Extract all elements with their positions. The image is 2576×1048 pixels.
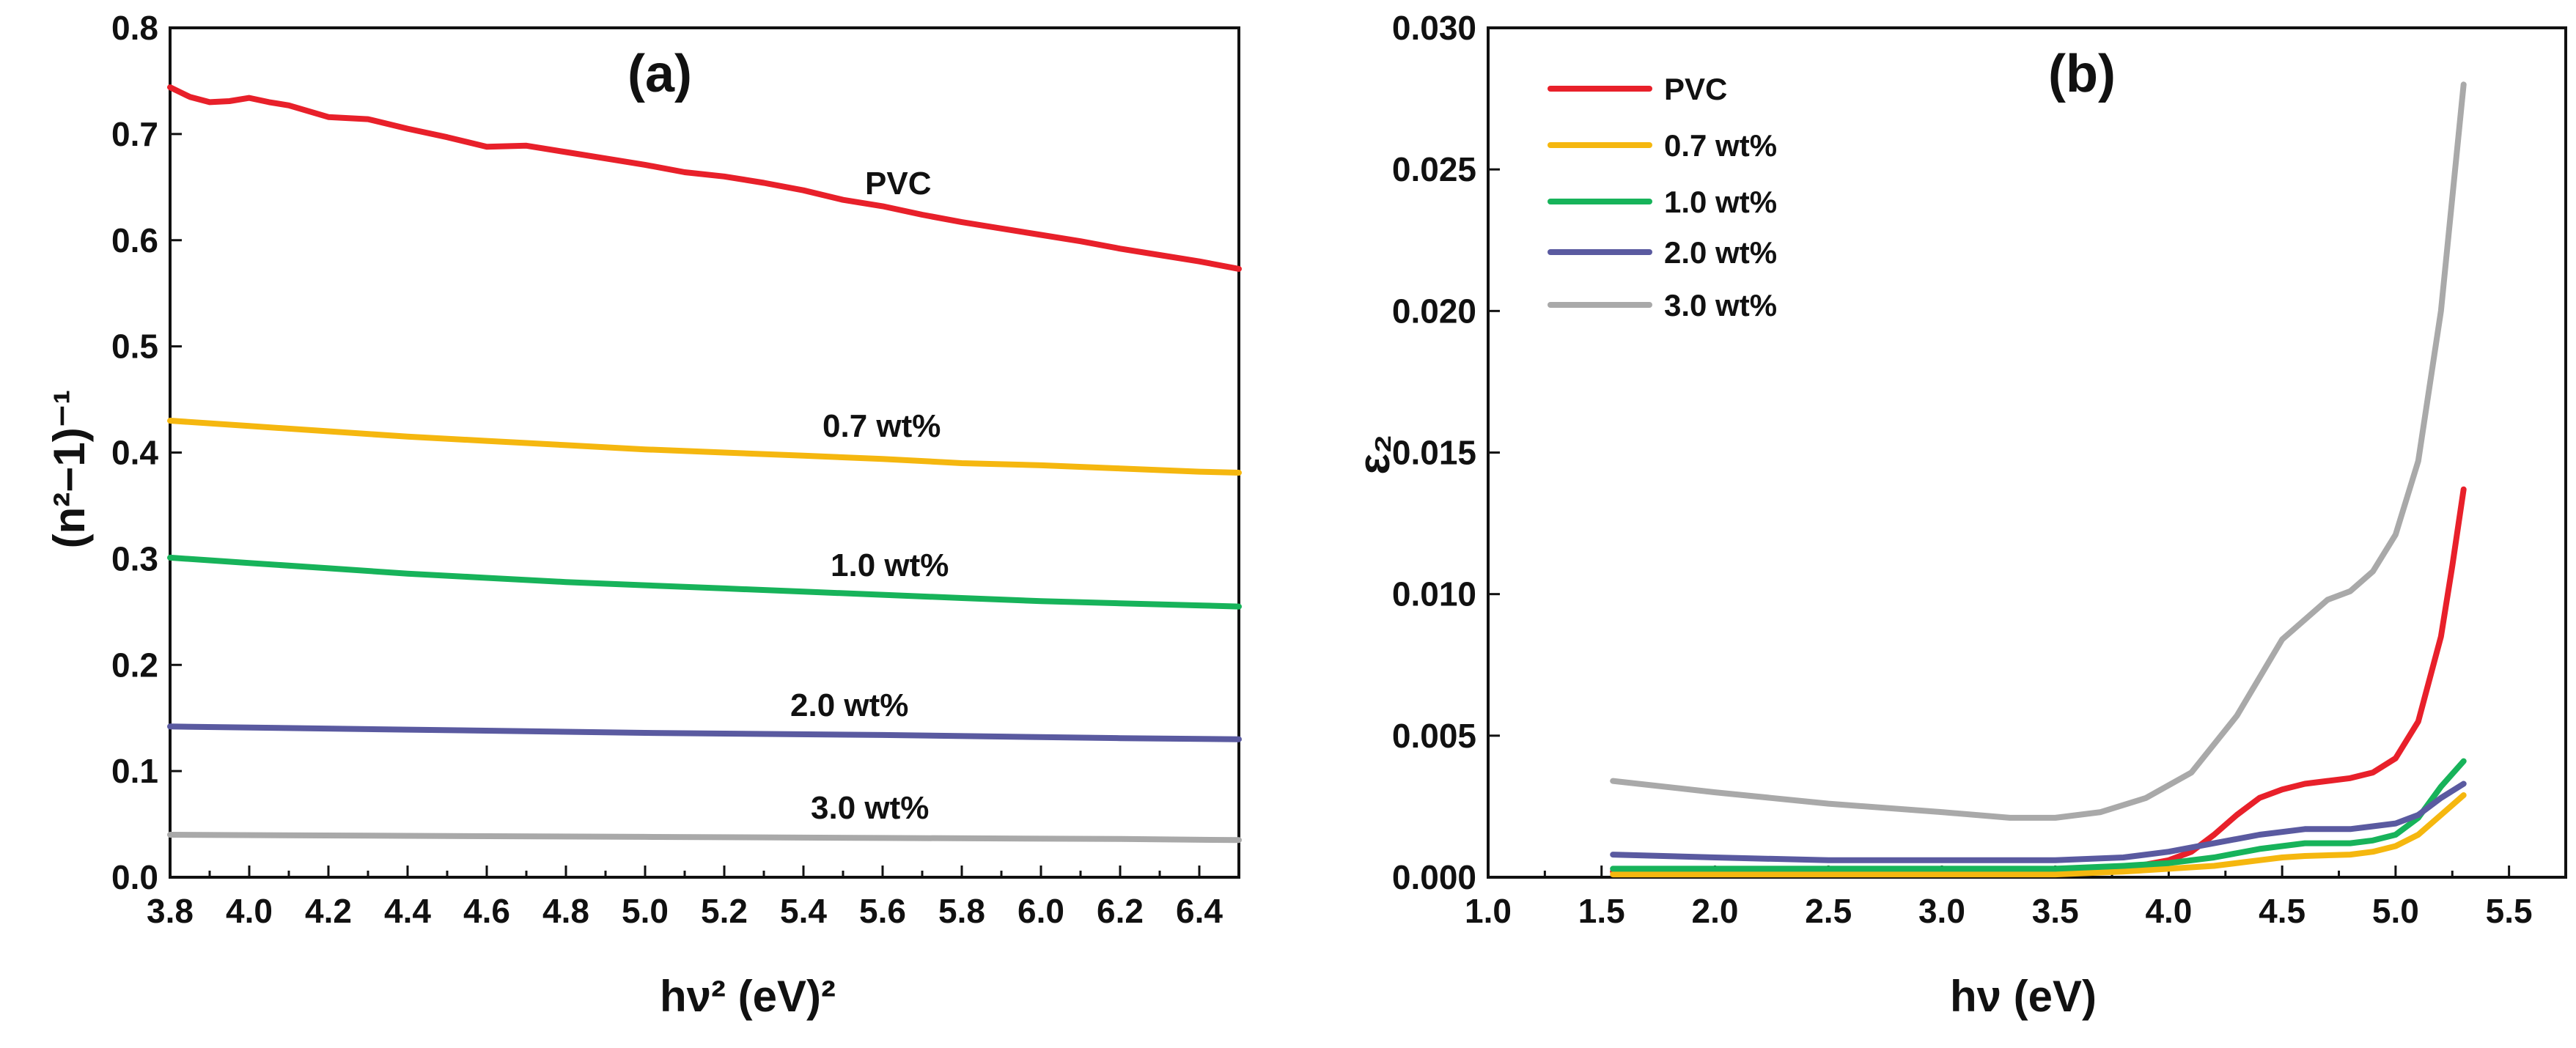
panel-a-chart: (a) 3.8 4.0 4.2 4.4 4.6 4.8 5.0 5.2 5.4 5.6 5.8 6.0… (45, 9, 1242, 1021)
panel-b-series (1610, 81, 2467, 878)
panel-b-series-1-0-wt (1610, 758, 2467, 872)
panel-b-x-tick-label: 2.5 (1805, 892, 1852, 930)
panel-a-x-tick-label: 6.0 (1017, 892, 1064, 930)
panel-a-y-axis-title: (n²−1)⁻¹ (45, 390, 94, 549)
panel-a-x-tick-label: 4.4 (384, 892, 431, 930)
legend-label-0-7wt: 0.7 wt% (1664, 128, 1777, 163)
panel-a-y-tick-label: 0.7 (111, 115, 158, 153)
panel-b-y-tick-label: 0.020 (1392, 292, 1476, 330)
panel-b-x-axis-title: hν (eV) (1950, 972, 2097, 1021)
panel-a-y-tick-label: 0.3 (111, 539, 158, 577)
panel-b-series-3-0-wt (1610, 81, 2467, 821)
panel-b-x-tick-label: 1.0 (1465, 892, 1512, 930)
panel-a-axes: 3.8 4.0 4.2 4.4 4.6 4.8 5.0 5.2 5.4 5.6 5.8 6.0 6.2 6… (111, 9, 1240, 930)
panel-b-x-tick-label: 3.5 (2032, 892, 2079, 930)
panel-b-y-tick-label: 0.005 (1392, 717, 1476, 755)
panel-b-y-tick-label: 0.015 (1392, 434, 1476, 472)
panel-b-x-tick-label: 2.0 (1691, 892, 1738, 930)
panel-a-x-tick-label: 5.6 (859, 892, 906, 930)
panel-a-x-tick-label: 4.6 (463, 892, 510, 930)
panel-b-y-tick-label: 0.000 (1392, 858, 1476, 896)
legend-label-3-0wt: 3.0 wt% (1664, 288, 1777, 322)
panel-a-series (167, 84, 1242, 844)
panel-b-y-tick-label: 0.025 (1392, 150, 1476, 188)
panel-b-label: (b) (2048, 45, 2116, 103)
panel-a-series-0-7-wt (167, 418, 1242, 476)
panel-b-x-tick-label: 3.0 (1918, 892, 1965, 930)
panel-a-annotation-3-0wt: 3.0 wt% (811, 790, 929, 826)
panel-b-y-axis-title: ε₂ (1350, 434, 1399, 474)
panel-b-x-tick-label: 4.5 (2259, 892, 2305, 930)
legend-label-1-0wt: 1.0 wt% (1664, 185, 1777, 219)
panel-a-x-tick-label: 4.0 (226, 892, 273, 930)
panel-a-x-tick-label: 5.2 (701, 892, 748, 930)
panel-a-x-tick-label: 3.8 (147, 892, 194, 930)
panel-a-series-1-0-wt (167, 554, 1242, 610)
panel-a-x-tick-label: 5.8 (938, 892, 985, 930)
panel-a-series-3-0-wt (167, 832, 1242, 844)
panel-a-y-tick-label: 0.0 (111, 858, 158, 896)
panel-b-axes: 1.0 1.5 2.0 2.5 3.0 3.5 4.0 4.5 5.0 5.5 0.000 0.005… (1392, 9, 2567, 930)
panel-a-annotation-pvc: PVC (865, 166, 931, 202)
panel-b-chart: (b) 1.0 1.5 2.0 2.5 3.0 3.5 4.0 4.5 5.0 5.5 0.000 0… (1350, 9, 2567, 1021)
panel-b-y-tick-label: 0.010 (1392, 575, 1476, 613)
panel-a-annotation-1-0wt: 1.0 wt% (831, 547, 949, 583)
panel-a-label: (a) (628, 45, 692, 103)
panel-a-x-axis-title: hν² (eV)² (660, 972, 836, 1021)
panel-b-series-2-0-wt (1610, 781, 2467, 863)
legend-label-pvc: PVC (1664, 72, 1727, 106)
panel-b-x-tick-label: 1.5 (1578, 892, 1625, 930)
panel-a-x-tick-label: 5.4 (780, 892, 827, 930)
panel-a-x-tick-label: 5.0 (622, 892, 669, 930)
panel-a-x-tick-label: 6.2 (1097, 892, 1144, 930)
panel-a-y-tick-label: 0.4 (111, 434, 158, 472)
panel-b-y-tick-label: 0.030 (1392, 9, 1476, 47)
panel-a-y-tick-label: 0.2 (111, 646, 158, 684)
panel-a-annotation-2-0wt: 2.0 wt% (790, 687, 908, 723)
panel-a-y-tick-label: 0.8 (111, 9, 158, 47)
panel-a-series-pvc (167, 84, 1242, 272)
panel-b-x-tick-label: 5.0 (2372, 892, 2419, 930)
panel-a-x-tick-label: 6.4 (1176, 892, 1223, 930)
panel-b-series-0-7-wt (1610, 792, 2467, 878)
panel-b-x-tick-label: 4.0 (2145, 892, 2192, 930)
panel-a-y-tick-label: 0.5 (111, 328, 158, 366)
legend-label-2-0wt: 2.0 wt% (1664, 235, 1777, 270)
panel-a-annotation-0-7wt: 0.7 wt% (823, 408, 941, 444)
panel-a-series-2-0-wt (167, 723, 1242, 742)
panel-a-x-tick-label: 4.2 (305, 892, 352, 930)
panel-b-legend: PVC 0.7 wt% 1.0 wt% 2.0 wt% 3.0 wt% (1548, 72, 1777, 322)
panel-a-x-tick-label: 4.8 (542, 892, 589, 930)
panel-a-y-tick-label: 0.6 (111, 221, 158, 259)
panel-a-y-tick-label: 0.1 (111, 752, 158, 790)
panel-b-x-tick-label: 5.5 (2486, 892, 2533, 930)
